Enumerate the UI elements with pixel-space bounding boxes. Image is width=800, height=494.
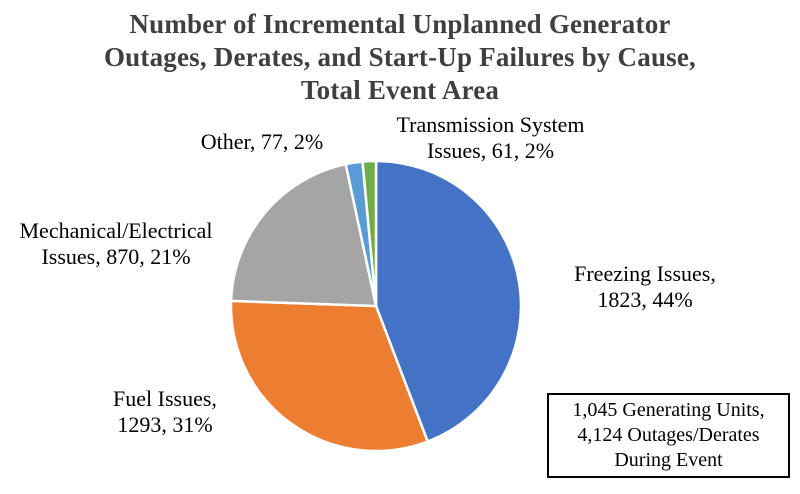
pie-slice-fuel-issues xyxy=(229,299,429,453)
pie-slice-mechanical-electrical-issues xyxy=(229,162,378,308)
slice-label-transmission-system-issues: Transmission System Issues, 61, 2% xyxy=(396,112,585,163)
pie-slice-transmission-system-issues xyxy=(361,159,378,308)
slice-label-other: Other, 77, 2% xyxy=(200,129,324,154)
slice-label-fuel-issues: Fuel Issues, 1293, 31% xyxy=(113,386,217,437)
slice-label-freezing-issues: Freezing Issues, 1823, 44% xyxy=(574,261,716,312)
slice-label-mechanical-electrical-issues: Mechanical/Electrical Issues, 870, 21% xyxy=(19,218,213,269)
chart-title: Number of Incremental Unplanned Generato… xyxy=(103,9,697,105)
annotation-box: 1,045 Generating Units, 4,124 Outages/De… xyxy=(547,393,790,478)
pie-slice-freezing-issues xyxy=(374,159,523,443)
